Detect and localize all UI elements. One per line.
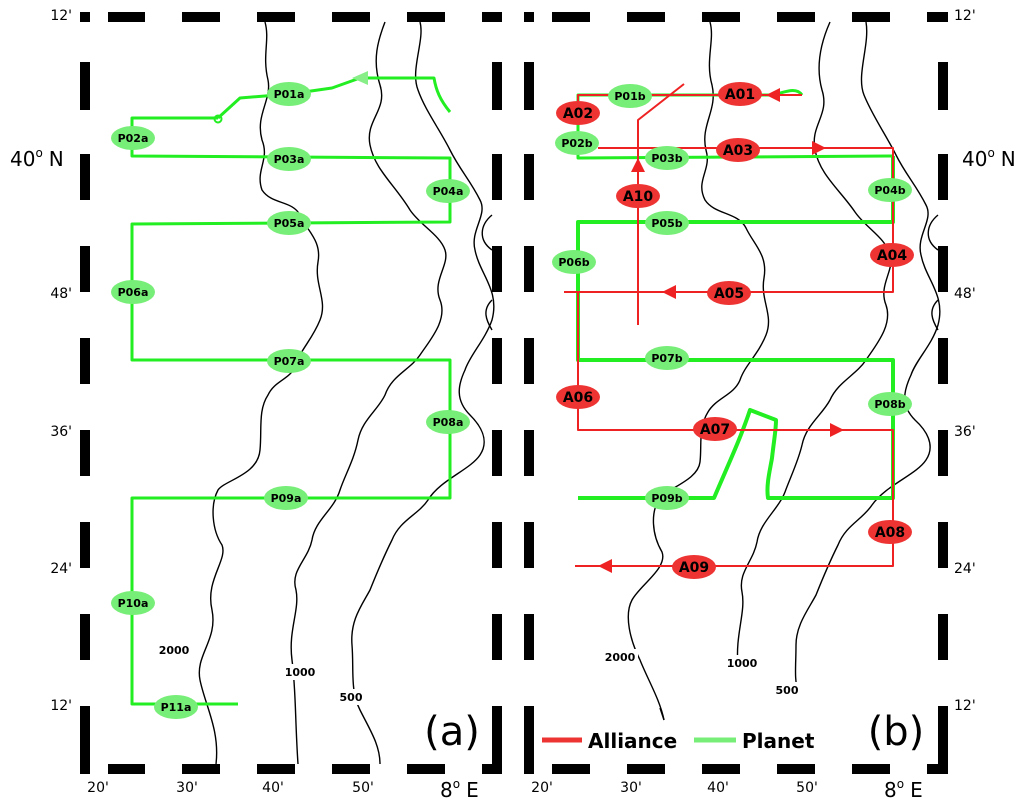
station-label: P04b [874,184,905,197]
lat-tick-label: 48' [50,286,72,302]
station-label: P07a [274,355,305,368]
lat-tick-label: 12' [954,698,976,714]
station-label: P10a [118,597,149,610]
lon-tick-label: 30' [176,780,198,796]
station-label: P06b [558,256,589,269]
legend: Alliance Planet [542,729,815,753]
lon-8e-label: 8o E [884,777,923,801]
station-label: A07 [700,422,730,438]
lat-tick-label: 24' [50,561,72,577]
station-label: P03b [651,152,682,165]
contour-label: 1000 [285,666,316,679]
station-label: P09a [271,492,302,505]
station-label: A02 [563,106,593,122]
panel-label-b: (b) [868,709,925,755]
lat-40n-label: 40o N [962,146,1016,171]
station-label: A08 [875,525,905,541]
station-label: P03a [274,153,305,166]
station-label: P04a [433,185,464,198]
axis-labels: 12' 48' 36' 24' 12' 40o N 12' 48' 36' 24'… [10,8,1016,801]
station-label: P08a [433,416,464,429]
station-label: A09 [679,560,709,576]
lon-tick-label: 20' [87,780,109,796]
lat-tick-label: 36' [50,424,72,440]
lon-tick-label: 30' [620,780,642,796]
station-label: P07b [651,352,682,365]
station-label: A04 [877,248,908,264]
lon-8e-label: 8o E [440,777,479,801]
lon-tick-label: 50' [796,780,818,796]
station-label: A10 [623,189,654,205]
station-label: P01b [614,90,645,103]
station-label: A05 [714,286,744,302]
legend-alliance: Alliance [588,729,677,753]
station-label: A06 [563,390,593,406]
contour-label: 2000 [605,651,636,664]
lat-tick-label: 12' [954,8,976,24]
lon-tick-label: 40' [262,780,284,796]
stations-b-alliance: A01 A02 A03 A04 A05 A06 A07 A08 A09 A10 [556,82,914,579]
station-label: P09b [651,492,682,505]
stations-a: P01a P02a P03a P04a P05a P06a P07a P08a … [111,82,470,719]
lat-40n-label: 40o N [10,146,64,171]
station-label: P05a [274,217,305,230]
station-label: P01a [274,88,305,101]
station-label: P08b [874,398,905,411]
station-label: P02b [561,137,592,150]
lat-tick-label: 12' [50,698,72,714]
panel-a: P01a P02a P03a P04a P05a P06a P07a P08a … [80,12,502,774]
legend-planet: Planet [742,729,815,753]
lon-tick-label: 50' [352,780,374,796]
station-label: P05b [651,217,682,230]
lat-tick-label: 24' [954,561,976,577]
stations-b-planet: P01b P02b P03b P04b P05b P06b P07b P08b … [552,84,912,510]
station-label: P11a [161,701,192,714]
station-label: A03 [723,143,753,159]
station-label: P06a [118,286,149,299]
contour-label: 500 [340,691,363,704]
contour-label: 2000 [159,644,190,657]
lat-tick-label: 36' [954,424,976,440]
lon-tick-label: 20' [531,780,553,796]
panel-label-a: (a) [424,709,480,755]
lat-tick-label: 12' [50,8,72,24]
panel-b: P01b P02b P03b P04b P05b P06b P07b P08b … [524,12,948,774]
contour-label: 500 [776,684,799,697]
contour-label: 1000 [727,657,758,670]
station-label: P02a [118,132,149,145]
station-label: A01 [725,87,755,103]
lat-tick-label: 48' [954,286,976,302]
lon-tick-label: 40' [707,780,729,796]
